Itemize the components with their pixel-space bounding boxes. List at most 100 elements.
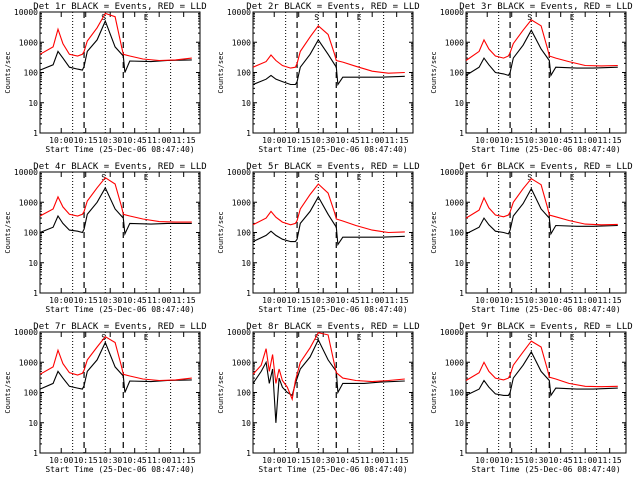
y-axis-label: Counts/sec [430,211,438,253]
x-tick-label: 10:30 [311,296,335,305]
y-tick-label: 1 [246,289,251,298]
chart-panel-3: Det 3r BLACK = Events, RED = LLD Counts/s… [430,2,633,154]
marker-label: E [570,13,575,22]
chart-title: Det 4r BLACK = Events, RED = LLD [33,162,206,172]
y-tick-label: 10 [28,259,38,268]
x-axis-label: Start Time (25-Dec-06 08:47:40) [471,465,620,474]
x-tick-label: 10:30 [524,136,548,145]
y-tick-label: 10000 [227,8,251,17]
x-tick-label: 10:00 [475,456,499,465]
x-tick-label: 10:00 [475,136,499,145]
y-tick-label: 100 [237,389,252,398]
x-tick-label: 11:00 [147,296,171,305]
x-tick-label: 10:00 [262,456,286,465]
series-line-events [465,187,618,236]
y-tick-label: 1000 [232,38,251,47]
y-tick-label: 1 [246,129,251,138]
series-line-events [39,341,192,393]
x-tick-label: 10:30 [311,136,335,145]
series-line-events [465,350,618,397]
y-tick-label: 100 [24,389,39,398]
x-tick-label: 10:30 [98,296,122,305]
plot-frame [39,331,201,454]
y-axis-label: Counts/sec [217,51,225,93]
marker-label: E [144,13,149,22]
x-tick-label: 10:00 [49,296,73,305]
x-tick-label: 11:00 [360,136,384,145]
marker-label: S [314,13,319,22]
plot-frame [465,331,627,454]
marker-label: E [357,173,362,182]
y-tick-label: 1 [246,449,251,458]
series-line-lld [465,177,618,226]
x-tick-label: 10:15 [287,136,311,145]
y-tick-label: 10 [241,419,251,428]
series-line-events [39,19,192,73]
y-axis-label: Counts/sec [4,371,12,413]
x-tick-label: 11:00 [360,456,384,465]
y-tick-label: 100 [24,229,39,238]
x-tick-label: 10:45 [336,456,360,465]
x-tick-label: 10:45 [549,456,573,465]
chart-title: Det 1r BLACK = Events, RED = LLD [33,2,206,12]
x-tick-label: 10:15 [500,456,524,465]
y-axis-label: Counts/sec [217,211,225,253]
x-tick-label: 10:00 [475,296,499,305]
y-tick-label: 10 [454,419,464,428]
y-tick-label: 10 [241,99,251,108]
y-tick-label: 1000 [19,38,38,47]
chart-title: Det 3r BLACK = Events, RED = LLD [459,2,632,12]
x-axis-label: Start Time (25-Dec-06 08:47:40) [471,305,620,314]
series-line-lld [465,340,618,388]
x-tick-label: 11:15 [172,136,196,145]
y-tick-label: 1000 [445,358,464,367]
x-axis-label: Start Time (25-Dec-06 08:47:40) [258,465,407,474]
x-tick-label: 10:45 [549,296,573,305]
x-tick-label: 10:15 [74,456,98,465]
y-tick-label: 100 [24,69,39,78]
y-tick-label: 1 [33,449,38,458]
series-line-events [252,38,405,87]
chart-title: Det 5r BLACK = Events, RED = LLD [246,162,419,172]
y-tick-label: 100 [450,69,465,78]
x-axis-label: Start Time (25-Dec-06 08:47:40) [45,465,194,474]
chart-panel-5: Det 5r BLACK = Events, RED = LLD Counts/s… [217,162,420,314]
marker-label: S [101,13,106,22]
marker-label: S [101,333,106,342]
chart-title: Det 6r BLACK = Events, RED = LLD [459,162,632,172]
chart-panel-8: Det 8r BLACK = Events, RED = LLD Counts/s… [217,322,420,474]
x-tick-label: 11:00 [573,296,597,305]
marker-label: S [527,13,532,22]
plot-frame [252,11,414,134]
y-tick-label: 1000 [19,358,38,367]
x-tick-label: 11:00 [360,296,384,305]
y-tick-label: 10000 [440,8,464,17]
x-tick-label: 10:45 [336,296,360,305]
chart-panel-2: Det 2r BLACK = Events, RED = LLD Counts/s… [217,2,420,154]
chart-title: Det 2r BLACK = Events, RED = LLD [246,2,419,12]
y-tick-label: 10 [28,99,38,108]
series-line-lld [39,12,192,62]
y-tick-label: 100 [450,389,465,398]
y-tick-label: 10 [454,259,464,268]
x-axis-label: Start Time (25-Dec-06 08:47:40) [258,305,407,314]
marker-label: S [101,173,106,182]
chart-panel-6: Det 6r BLACK = Events, RED = LLD Counts/s… [430,162,633,314]
y-tick-label: 10000 [14,168,38,177]
marker-label: E [357,333,362,342]
marker-label: E [357,13,362,22]
x-tick-label: 10:30 [98,136,122,145]
series-line-lld [465,19,618,67]
x-tick-label: 11:15 [385,136,409,145]
y-tick-label: 10 [454,99,464,108]
chart-panel-9: Det 9r BLACK = Events, RED = LLD Counts/s… [430,322,633,474]
x-tick-label: 11:15 [598,136,622,145]
y-tick-label: 10000 [227,328,251,337]
y-tick-label: 10 [28,419,38,428]
x-axis-label: Start Time (25-Dec-06 08:47:40) [45,145,194,154]
y-tick-label: 10000 [440,168,464,177]
y-tick-label: 10000 [14,8,38,17]
y-tick-label: 100 [450,229,465,238]
plot-frame [39,11,201,134]
